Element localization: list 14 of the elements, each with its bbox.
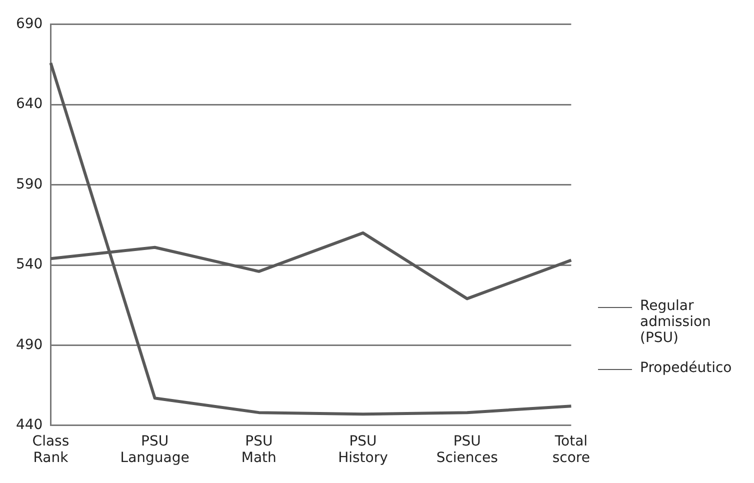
legend-label: Regular admission (PSU) xyxy=(640,298,712,346)
x-tick-label: PSU History xyxy=(338,433,388,466)
y-tick-label: 590 xyxy=(16,176,43,192)
legend-label: Propedéutico xyxy=(640,360,732,376)
y-tick-label: 490 xyxy=(16,336,43,353)
x-tick-label: PSU Language xyxy=(120,433,190,466)
y-tick-label: 690 xyxy=(16,16,43,32)
y-tick-label: 440 xyxy=(16,417,43,434)
x-tick-label: PSU Math xyxy=(241,433,276,466)
y-tick-label: 640 xyxy=(16,96,43,112)
x-tick-label: Class Rank xyxy=(32,433,70,466)
x-tick-label: Total score xyxy=(552,433,590,466)
y-tick-label: 540 xyxy=(16,256,43,273)
x-tick-label: PSU Sciences xyxy=(436,433,498,466)
